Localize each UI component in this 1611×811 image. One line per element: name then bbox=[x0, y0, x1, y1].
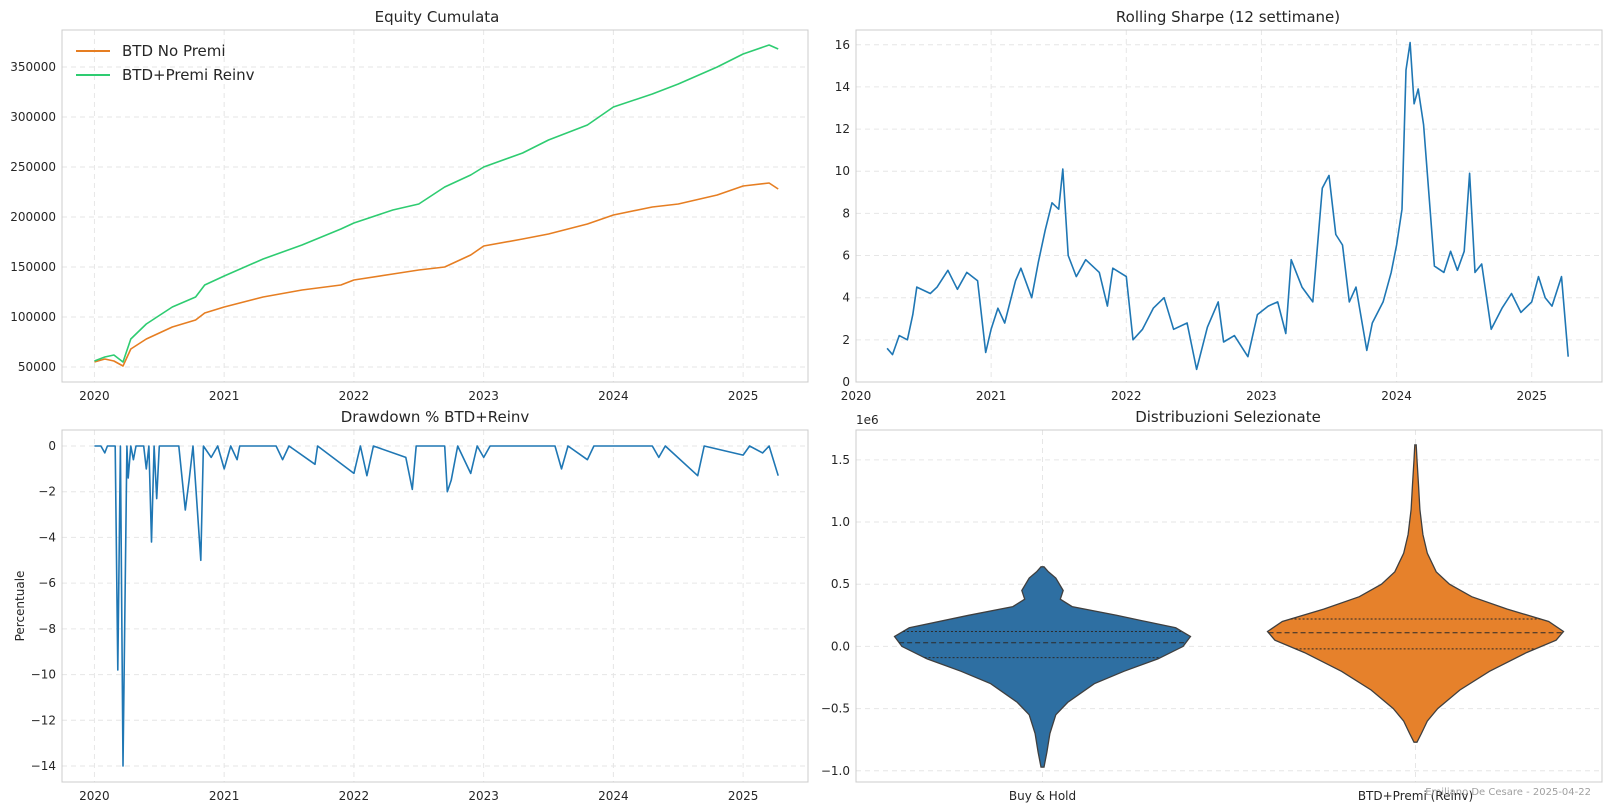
drawdown-xtick-label: 2022 bbox=[339, 789, 370, 803]
legend-label-btd-premi-reinv: BTD+Premi Reinv bbox=[122, 66, 255, 84]
equity-xtick-label: 2020 bbox=[79, 389, 110, 403]
violins-scale-label: 1e6 bbox=[856, 413, 879, 427]
sharpe-ytick-label: 6 bbox=[842, 249, 850, 263]
violins-ytick-label: 0.5 bbox=[831, 577, 850, 591]
violins-ytick-label: 1.0 bbox=[831, 515, 850, 529]
violins-ytick-label: 1.5 bbox=[831, 453, 850, 467]
equity-ytick-label: 200000 bbox=[10, 210, 56, 224]
drawdown-xtick-label: 2023 bbox=[468, 789, 499, 803]
violins-ytick-label: −1.0 bbox=[821, 764, 850, 778]
equity-series-line-0 bbox=[94, 182, 779, 367]
equity-ytick-label: 300000 bbox=[10, 110, 56, 124]
drawdown-panel: Drawdown % BTD+Reinv 2020 2021 2022 2023 202… bbox=[13, 408, 809, 803]
drawdown-ytick-label: −14 bbox=[31, 759, 56, 773]
equity-ytick-label: 150000 bbox=[10, 260, 56, 274]
sharpe-plot-area bbox=[855, 29, 1603, 383]
drawdown-xtick-label: 2021 bbox=[209, 789, 240, 803]
violins-title: Distribuzioni Selezionate bbox=[1135, 408, 1321, 426]
sharpe-ytick-label: 10 bbox=[835, 164, 850, 178]
sharpe-ytick-label: 14 bbox=[835, 80, 850, 94]
drawdown-ytick-label: −6 bbox=[38, 576, 56, 590]
sharpe-xtick-label: 2023 bbox=[1246, 389, 1277, 403]
drawdown-ytick-label: −8 bbox=[38, 622, 56, 636]
sharpe-ytick-label: 16 bbox=[835, 38, 850, 52]
violins-category-label: Buy & Hold bbox=[1009, 789, 1076, 803]
sharpe-ytick-label: 0 bbox=[842, 375, 850, 389]
equity-xtick-label: 2021 bbox=[209, 389, 240, 403]
equity-xtick-label: 2022 bbox=[339, 389, 370, 403]
equity-ytick-label: 250000 bbox=[10, 160, 56, 174]
drawdown-ylabel: Percentuale bbox=[13, 571, 27, 642]
violins-ytick-label: −0.5 bbox=[821, 702, 850, 716]
equity-xtick-label: 2025 bbox=[728, 389, 759, 403]
drawdown-ytick-label: 0 bbox=[48, 439, 56, 453]
legend-label-btd-no-premi: BTD No Premi bbox=[122, 42, 226, 60]
sharpe-xtick-label: 2022 bbox=[1111, 389, 1142, 403]
equity-title: Equity Cumulata bbox=[375, 8, 500, 26]
sharpe-ytick-label: 4 bbox=[842, 291, 850, 305]
drawdown-ytick-label: −4 bbox=[38, 530, 56, 544]
equity-series-line-1 bbox=[94, 44, 779, 363]
drawdown-series-line-0 bbox=[94, 445, 779, 767]
violins-panel: Distribuzioni Selezionate −1.0 −0.5 0.0 0.5… bbox=[821, 408, 1603, 803]
equity-legend: BTD No Premi BTD+Premi Reinv bbox=[76, 42, 255, 84]
sharpe-xtick-label: 2021 bbox=[976, 389, 1007, 403]
drawdown-title: Drawdown % BTD+Reinv bbox=[341, 408, 530, 426]
watermark: Emiliano De Cesare - 2025-04-22 bbox=[1425, 787, 1591, 798]
sharpe-title: Rolling Sharpe (12 settimane) bbox=[1116, 8, 1340, 26]
equity-xtick-label: 2023 bbox=[468, 389, 499, 403]
drawdown-xtick-label: 2020 bbox=[79, 789, 110, 803]
sharpe-panel: Rolling Sharpe (12 settimane) 2020 2021 20… bbox=[835, 8, 1603, 403]
sharpe-ytick-label: 8 bbox=[842, 206, 850, 220]
equity-xtick-label: 2024 bbox=[598, 389, 629, 403]
drawdown-xtick-label: 2025 bbox=[728, 789, 759, 803]
violin-body-1 bbox=[1266, 444, 1565, 743]
drawdown-xtick-label: 2024 bbox=[598, 789, 629, 803]
sharpe-xtick-label: 2020 bbox=[841, 389, 872, 403]
violins-plot-area bbox=[855, 429, 1603, 783]
violins-category-label: BTD+Premi (Reinv) bbox=[1358, 789, 1473, 803]
sharpe-xtick-label: 2024 bbox=[1381, 389, 1412, 403]
sharpe-xtick-label: 2025 bbox=[1516, 389, 1547, 403]
sharpe-ytick-label: 2 bbox=[842, 333, 850, 347]
sharpe-ytick-label: 12 bbox=[835, 122, 850, 136]
sharpe-series-line-0 bbox=[886, 41, 1569, 371]
equity-ytick-label: 100000 bbox=[10, 310, 56, 324]
equity-panel: Equity Cumulata 2020 2021 2022 2023 2024 2025… bbox=[10, 8, 809, 403]
equity-ytick-label: 50000 bbox=[18, 360, 56, 374]
drawdown-ytick-label: −10 bbox=[31, 668, 56, 682]
equity-ytick-label: 350000 bbox=[10, 60, 56, 74]
drawdown-ytick-label: −12 bbox=[31, 713, 56, 727]
drawdown-plot-area bbox=[61, 429, 809, 783]
violins-ytick-label: 0.0 bbox=[831, 639, 850, 653]
violin-body-0 bbox=[893, 566, 1192, 768]
equity-plot-area bbox=[61, 29, 809, 383]
drawdown-ytick-label: −2 bbox=[38, 485, 56, 499]
